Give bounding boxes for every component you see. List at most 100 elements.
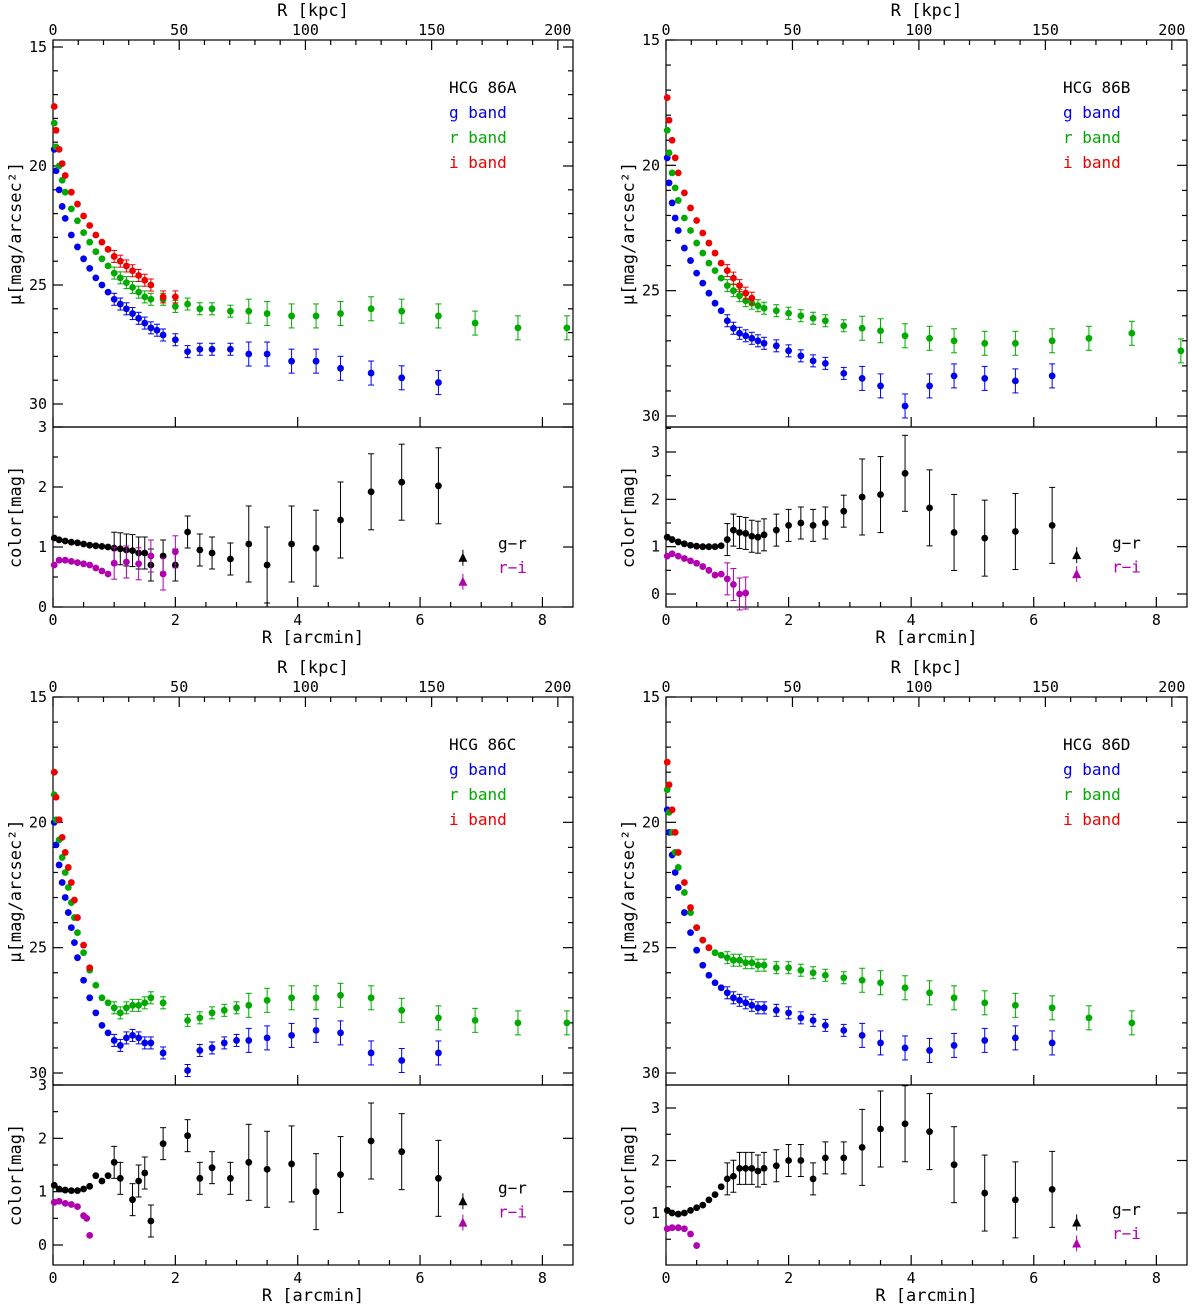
data-point-r-band: [263, 310, 271, 317]
data-point-r-band: [797, 966, 805, 974]
data-point-i-band: [687, 904, 694, 911]
reference-gr-marker: [458, 1196, 468, 1206]
data-point-r-band: [514, 1019, 522, 1027]
data-point-i-band: [699, 229, 707, 237]
data-point-r-band: [337, 310, 344, 317]
data-point-g-band: [263, 350, 271, 358]
data-point-g-r: [263, 561, 271, 569]
data-point-r-band: [1177, 347, 1185, 355]
data-point-g-band: [981, 375, 989, 382]
legend-ri: r−i: [498, 1203, 527, 1222]
top-tick-label: 150: [1032, 678, 1059, 696]
data-point-r-i: [711, 571, 719, 579]
data-point-r-band: [717, 274, 725, 282]
data-point-r-band: [671, 184, 679, 192]
data-point-r-band: [926, 334, 933, 342]
mu-tick-label: 25: [29, 939, 47, 957]
data-point-g-r: [950, 1161, 958, 1169]
data-point-r-i: [705, 566, 713, 574]
data-point-g-r: [367, 488, 375, 496]
data-point-r-band: [337, 991, 344, 999]
data-point-r-band: [64, 884, 72, 891]
bottom-tick-label: 2: [171, 1269, 180, 1287]
data-point-i-band: [687, 204, 694, 212]
color-tick-label: 0: [38, 1236, 47, 1254]
data-point-g-band: [435, 1049, 442, 1057]
data-point-g-band: [55, 861, 63, 869]
reference-gr-marker: [458, 552, 468, 562]
data-point-g-r: [748, 1164, 756, 1172]
data-point-g-band: [748, 334, 756, 342]
data-point-g-r: [337, 1171, 344, 1178]
data-point-g-band: [312, 1026, 320, 1034]
data-point-i-band: [129, 267, 136, 275]
data-point-g-band: [671, 214, 679, 222]
data-point-g-r: [74, 1187, 81, 1194]
data-point-g-r: [840, 507, 848, 515]
data-point-g-r: [398, 478, 406, 486]
data-point-g-r: [80, 540, 87, 548]
mu-plot-frame: [665, 39, 1188, 428]
color-tick-label: 2: [651, 490, 660, 508]
data-point-i-band: [705, 239, 713, 247]
data-point-g-band: [58, 879, 66, 886]
bottom-tick-label: 4: [293, 611, 302, 629]
mu-tick-label: 20: [29, 813, 47, 831]
data-point-g-band: [220, 1039, 228, 1047]
data-point-g-band: [797, 1014, 805, 1022]
data-point-g-r: [263, 1165, 271, 1173]
data-point-g-r: [288, 1160, 295, 1168]
data-point-g-r: [196, 1174, 204, 1182]
data-point-r-band: [858, 976, 866, 984]
data-point-g-r: [92, 542, 100, 550]
data-point-g-band: [184, 1067, 191, 1074]
data-point-r-band: [926, 989, 933, 997]
top-tick-label: 150: [418, 21, 445, 39]
data-point-r-band: [772, 307, 780, 315]
data-point-g-band: [680, 909, 688, 916]
data-point-g-band: [196, 345, 204, 353]
data-point-g-r: [711, 543, 719, 551]
data-point-r-band: [135, 288, 143, 296]
legend-g-band: g band: [1063, 103, 1121, 122]
data-point-g-r: [1011, 528, 1019, 535]
color-tick-label: 0: [38, 598, 47, 616]
data-point-g-r: [736, 1164, 743, 1172]
data-point-g-r: [981, 1189, 989, 1197]
top-tick-label: 200: [1158, 678, 1185, 696]
data-point-g-band: [680, 244, 688, 252]
data-point-g-r: [772, 1162, 780, 1170]
data-point-g-r: [742, 530, 750, 537]
mu-tick-label: 25: [29, 276, 47, 294]
data-point-g-r: [674, 538, 682, 546]
color-tick-label: 1: [38, 1183, 47, 1201]
data-point-r-band: [723, 954, 731, 962]
data-point-r-band: [159, 999, 167, 1007]
legend-i-band: i band: [1063, 810, 1121, 829]
data-point-g-band: [748, 1001, 756, 1009]
data-point-g-r: [1048, 1185, 1056, 1193]
data-point-g-band: [227, 345, 234, 353]
data-point-g-r: [398, 1148, 406, 1156]
data-point-g-band: [760, 339, 768, 347]
data-point-g-r: [981, 534, 989, 542]
bottom-tick-label: 0: [661, 1269, 670, 1287]
data-point-r-i: [135, 560, 143, 568]
top-axis-title: R [kpc]: [891, 658, 963, 678]
data-point-g-band: [337, 1029, 344, 1037]
data-point-g-r: [129, 547, 136, 554]
data-point-g-band: [693, 946, 701, 954]
top-tick-label: 100: [292, 21, 319, 39]
data-point-i-band: [86, 964, 94, 972]
data-point-g-r: [785, 1157, 792, 1164]
mu-tick-label: 15: [642, 688, 660, 706]
data-point-r-band: [288, 312, 295, 320]
data-point-g-r: [717, 542, 725, 550]
data-point-g-r: [104, 543, 112, 551]
data-point-i-band: [52, 793, 60, 801]
data-point-r-band: [877, 979, 884, 987]
data-point-g-r: [80, 1185, 87, 1193]
data-point-r-i: [736, 590, 743, 598]
data-point-g-band: [61, 894, 69, 901]
data-point-g-r: [668, 1209, 676, 1217]
